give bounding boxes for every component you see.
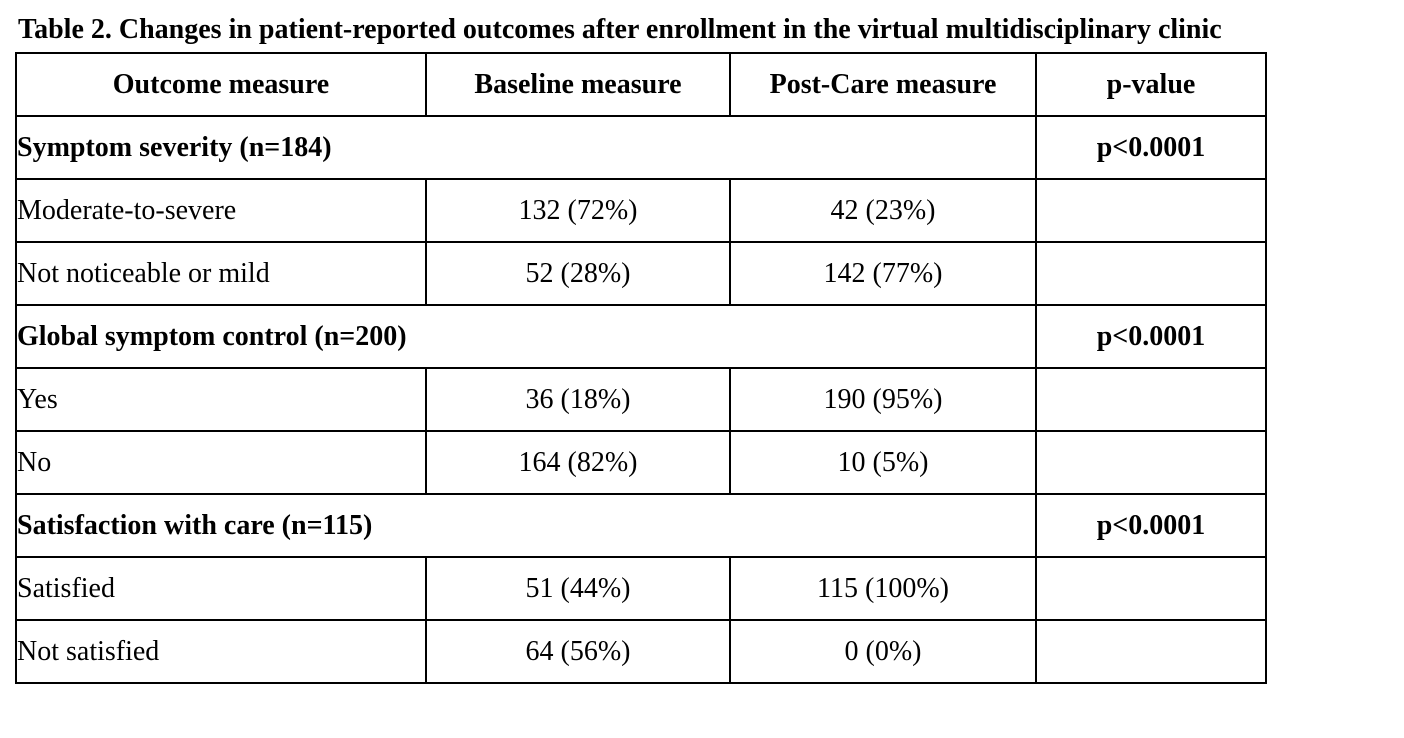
table-row: Not noticeable or mild 52 (28%) 142 (77%… [15,241,1267,306]
row-label: Not satisfied [15,619,427,684]
post-care-value: 0 (0%) [729,619,1037,684]
header-p-value: p-value [1035,52,1267,117]
post-care-value: 10 (5%) [729,430,1037,495]
table-row: Yes 36 (18%) 190 (95%) [15,367,1267,432]
post-care-value: 190 (95%) [729,367,1037,432]
row-label: Moderate-to-severe [15,178,427,243]
post-care-value: 42 (23%) [729,178,1037,243]
header-outcome: Outcome measure [15,52,427,117]
empty-p-value-cell [1035,241,1267,306]
empty-p-value-cell [1035,430,1267,495]
table-row: Not satisfied 64 (56%) 0 (0%) [15,619,1267,684]
baseline-value: 132 (72%) [425,178,731,243]
group-p-value: p<0.0001 [1035,493,1267,558]
baseline-value: 51 (44%) [425,556,731,621]
group-p-value: p<0.0001 [1035,115,1267,180]
outcomes-table: Outcome measure Baseline measure Post-Ca… [15,52,1267,684]
row-label: No [15,430,427,495]
baseline-value: 164 (82%) [425,430,731,495]
header-post-care: Post-Care measure [729,52,1037,117]
empty-p-value-cell [1035,619,1267,684]
post-care-value: 115 (100%) [729,556,1037,621]
empty-p-value-cell [1035,556,1267,621]
group-row-global-symptom-control: Global symptom control (n=200) p<0.0001 [15,304,1267,369]
baseline-value: 52 (28%) [425,241,731,306]
header-baseline: Baseline measure [425,52,731,117]
table-row: No 164 (82%) 10 (5%) [15,430,1267,495]
row-label: Not noticeable or mild [15,241,427,306]
group-row-satisfaction-with-care: Satisfaction with care (n=115) p<0.0001 [15,493,1267,558]
table-caption: Table 2. Changes in patient-reported out… [18,14,1222,45]
empty-p-value-cell [1035,367,1267,432]
empty-p-value-cell [1035,178,1267,243]
group-label: Satisfaction with care (n=115) [15,493,1037,558]
table-row: Satisfied 51 (44%) 115 (100%) [15,556,1267,621]
row-label: Satisfied [15,556,427,621]
baseline-value: 36 (18%) [425,367,731,432]
group-p-value: p<0.0001 [1035,304,1267,369]
group-row-symptom-severity: Symptom severity (n=184) p<0.0001 [15,115,1267,180]
group-label: Global symptom control (n=200) [15,304,1037,369]
baseline-value: 64 (56%) [425,619,731,684]
table-row: Moderate-to-severe 132 (72%) 42 (23%) [15,178,1267,243]
post-care-value: 142 (77%) [729,241,1037,306]
row-label: Yes [15,367,427,432]
group-label: Symptom severity (n=184) [15,115,1037,180]
header-row: Outcome measure Baseline measure Post-Ca… [15,52,1267,117]
